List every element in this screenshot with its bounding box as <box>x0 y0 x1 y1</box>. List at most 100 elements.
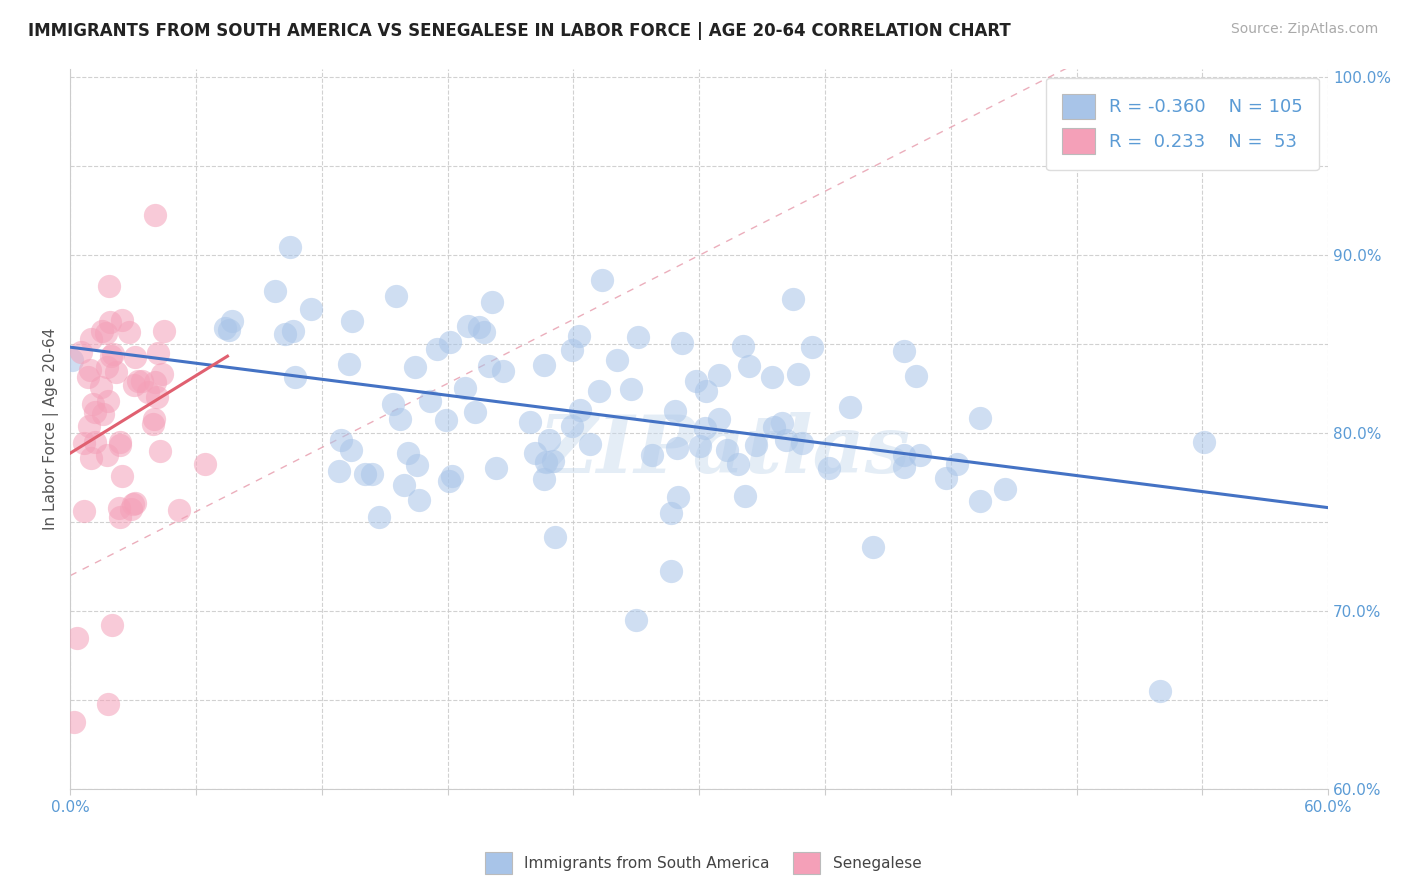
Point <box>98 315 121 329</box>
Point <box>96 360 118 375</box>
Point <box>457 319 479 334</box>
Point <box>136 384 159 399</box>
Point <box>368 509 391 524</box>
Point <box>117 325 139 339</box>
Point <box>91 407 114 421</box>
Point <box>329 433 352 447</box>
Point <box>693 420 716 434</box>
Point <box>464 404 486 418</box>
Point <box>782 292 804 306</box>
Point <box>120 502 142 516</box>
Point <box>492 364 515 378</box>
Point <box>101 618 124 632</box>
Text: ZIPatlas: ZIPatlas <box>538 412 911 489</box>
Point <box>221 314 243 328</box>
Text: Source: ZipAtlas.com: Source: ZipAtlas.com <box>1230 22 1378 37</box>
Point <box>340 442 363 457</box>
Point <box>731 338 754 352</box>
Point <box>744 438 766 452</box>
Point <box>111 312 134 326</box>
Point <box>124 350 146 364</box>
Point <box>437 474 460 488</box>
Point <box>568 329 591 343</box>
Point <box>278 240 301 254</box>
Point <box>839 400 862 414</box>
Point <box>301 301 323 316</box>
Point <box>122 497 145 511</box>
Point <box>111 469 134 483</box>
Point <box>354 467 377 482</box>
Point <box>666 491 689 505</box>
Point <box>561 418 583 433</box>
Point <box>408 493 430 508</box>
Point <box>659 564 682 578</box>
Point <box>73 504 96 518</box>
Point <box>153 325 176 339</box>
Point <box>90 380 112 394</box>
Point <box>83 405 105 419</box>
Point <box>94 326 117 340</box>
Point <box>79 362 101 376</box>
Point <box>396 446 419 460</box>
Point <box>337 357 360 371</box>
Point <box>485 461 508 475</box>
Point <box>108 435 131 450</box>
Point <box>994 482 1017 496</box>
Text: IMMIGRANTS FROM SOUTH AMERICA VS SENEGALESE IN LABOR FORCE | AGE 20-64 CORRELATI: IMMIGRANTS FROM SOUTH AMERICA VS SENEGAL… <box>28 22 1011 40</box>
Point <box>533 359 555 373</box>
Point <box>685 374 707 388</box>
Point <box>419 394 441 409</box>
Point <box>63 714 86 729</box>
Point <box>727 457 749 471</box>
Point <box>194 457 217 471</box>
Point <box>619 382 641 396</box>
Point <box>908 448 931 462</box>
Point <box>481 294 503 309</box>
Point <box>80 332 103 346</box>
Point <box>91 324 114 338</box>
Point <box>406 458 429 472</box>
Point <box>382 397 405 411</box>
Point <box>862 540 884 554</box>
Point <box>142 411 165 425</box>
Point <box>627 330 650 344</box>
Point <box>96 448 118 462</box>
Point <box>100 349 122 363</box>
Point <box>385 289 408 303</box>
Point <box>787 367 810 381</box>
Point <box>340 314 363 328</box>
Point <box>69 344 91 359</box>
Point <box>579 436 602 450</box>
Point <box>659 506 682 520</box>
Point <box>761 370 783 384</box>
Point <box>453 381 475 395</box>
Point <box>103 347 125 361</box>
Point <box>664 404 686 418</box>
Point <box>707 411 730 425</box>
Point <box>65 631 87 645</box>
Point <box>541 453 564 467</box>
Point <box>441 468 464 483</box>
Legend: R = -0.360    N = 105, R =  0.233    N =  53: R = -0.360 N = 105, R = 0.233 N = 53 <box>1046 78 1319 170</box>
Point <box>108 501 131 516</box>
Point <box>388 411 411 425</box>
Point <box>817 461 839 475</box>
Point <box>281 324 304 338</box>
Point <box>734 489 756 503</box>
Point <box>127 374 149 388</box>
Point <box>969 494 991 508</box>
Point <box>439 334 461 349</box>
Point <box>538 433 561 447</box>
Point <box>124 377 146 392</box>
Point <box>792 435 814 450</box>
Point <box>141 417 163 431</box>
Point <box>969 410 991 425</box>
Point <box>606 353 628 368</box>
Point <box>626 613 648 627</box>
Point <box>1149 684 1171 698</box>
Point <box>945 458 967 472</box>
Point <box>533 472 555 486</box>
Point <box>591 273 613 287</box>
Point <box>472 325 495 339</box>
Point <box>935 471 957 485</box>
